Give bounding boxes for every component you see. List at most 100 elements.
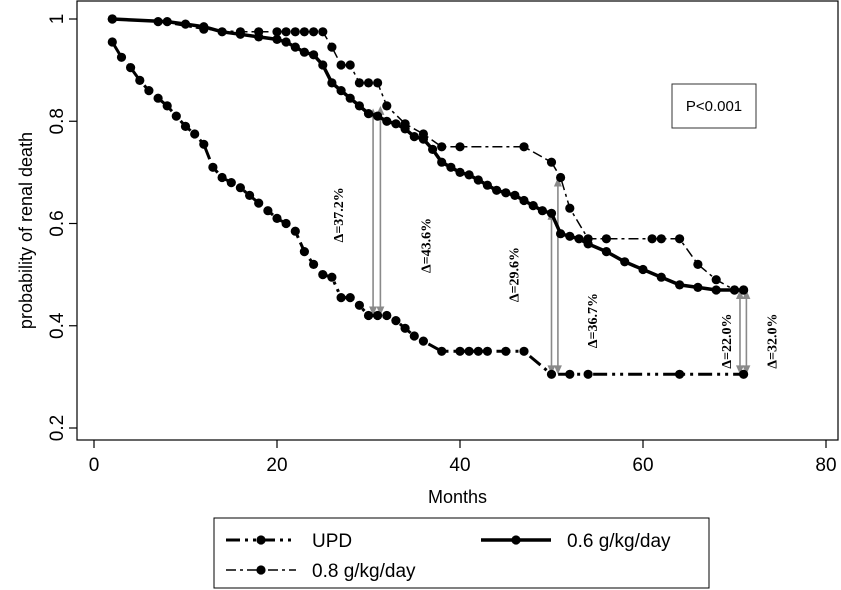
- data-point: [327, 272, 337, 282]
- legend-label: UPD: [312, 531, 352, 552]
- p-value-text: P<0.001: [686, 98, 742, 115]
- plot-frame: [76, 0, 839, 441]
- axes: 0 20 40 60 80 0.2 0.4 0.6 0.8 1: [47, 14, 837, 476]
- data-point: [556, 172, 566, 183]
- data-point: [199, 24, 209, 34]
- data-point: [455, 142, 465, 152]
- data-point: [382, 310, 392, 321]
- data-point: [711, 285, 721, 295]
- data-point: [537, 206, 548, 216]
- data-point: [373, 78, 383, 88]
- difference-arrow-head-down: [376, 306, 385, 316]
- data-point: [675, 280, 685, 290]
- data-point: [437, 346, 447, 356]
- data-point: [345, 60, 355, 70]
- data-point: [299, 47, 309, 57]
- y-tick-label: 0.6: [47, 210, 68, 236]
- data-point: [437, 142, 447, 152]
- data-point: [546, 369, 557, 379]
- difference-arrow-head-down: [369, 306, 378, 316]
- data-point: [171, 111, 181, 121]
- data-point: [437, 157, 447, 167]
- p-value-frame: [671, 83, 757, 129]
- data-point: [510, 190, 520, 200]
- series-layer: [107, 14, 749, 379]
- data-point: [135, 75, 145, 85]
- difference-label: Δ=22.0%: [720, 313, 735, 368]
- data-point: [162, 17, 172, 27]
- data-point: [345, 293, 355, 303]
- data-point: [290, 226, 300, 236]
- difference-arrow-head-up: [553, 177, 562, 187]
- data-point: [473, 175, 483, 185]
- data-point: [482, 346, 492, 356]
- difference-arrow-head-down: [742, 365, 751, 375]
- data-point: [199, 139, 209, 149]
- legend-swatch-marker: [256, 535, 266, 545]
- difference-arrow-head-down: [735, 365, 744, 375]
- data-point: [354, 101, 364, 111]
- data-point: [254, 27, 264, 37]
- data-point: [647, 234, 657, 244]
- data-point: [254, 198, 264, 208]
- data-point: [235, 183, 245, 193]
- data-point: [455, 167, 465, 177]
- data-point: [290, 42, 300, 52]
- data-point: [546, 157, 557, 167]
- data-point: [281, 27, 291, 37]
- data-point: [729, 285, 740, 295]
- data-point: [153, 93, 163, 103]
- data-point: [354, 300, 364, 310]
- data-point: [336, 86, 346, 96]
- y-tick-label: 0.2: [47, 415, 68, 441]
- data-point: [272, 27, 282, 37]
- data-point: [446, 162, 456, 172]
- data-point: [519, 142, 529, 152]
- data-point: [144, 86, 154, 96]
- difference-label: Δ=32.0%: [766, 313, 781, 368]
- data-point: [309, 259, 319, 269]
- data-point: [226, 178, 236, 188]
- difference-label: Δ=37.2%: [332, 187, 347, 242]
- legend-label: 0.8 g/kg/day: [312, 561, 416, 582]
- data-point: [400, 119, 410, 129]
- legend-swatch-marker: [256, 565, 266, 575]
- data-point: [391, 316, 401, 326]
- data-point: [656, 234, 666, 244]
- data-point: [162, 101, 172, 111]
- legend-swatch-marker: [511, 535, 521, 545]
- y-tick-label: 1: [47, 14, 68, 25]
- data-point: [263, 206, 273, 216]
- difference-arrow-head-up: [742, 289, 751, 299]
- data-point: [601, 234, 612, 244]
- difference-label: Δ=36.7%: [586, 293, 601, 348]
- data-point: [290, 27, 300, 37]
- difference-arrow-head-up: [735, 289, 744, 299]
- legend-frame: [213, 517, 710, 589]
- data-point: [318, 270, 328, 280]
- data-point: [409, 331, 419, 341]
- annotation-labels: Δ=37.2% Δ=43.6% Δ=29.6% Δ=36.7% Δ=22.0% Δ=32.…: [332, 187, 781, 369]
- data-point: [409, 132, 419, 142]
- data-point: [363, 109, 374, 119]
- data-point: [309, 27, 319, 37]
- data-point: [217, 172, 227, 183]
- data-point: [418, 129, 428, 139]
- data-point: [583, 369, 593, 379]
- data-point: [208, 162, 218, 172]
- data-point: [464, 170, 474, 180]
- data-point: [418, 336, 428, 346]
- legend-label: 0.6 g/kg/day: [567, 531, 671, 552]
- data-point: [345, 93, 355, 103]
- data-point: [190, 129, 200, 139]
- y-tick-label: 0.8: [47, 108, 68, 134]
- data-point: [373, 310, 383, 321]
- data-point: [638, 264, 648, 275]
- x-tick-label: 40: [449, 455, 470, 476]
- data-point: [327, 42, 337, 52]
- data-point: [363, 310, 374, 321]
- p-value-box: P<0.001: [671, 83, 757, 129]
- data-point: [126, 63, 136, 73]
- data-point: [464, 346, 474, 356]
